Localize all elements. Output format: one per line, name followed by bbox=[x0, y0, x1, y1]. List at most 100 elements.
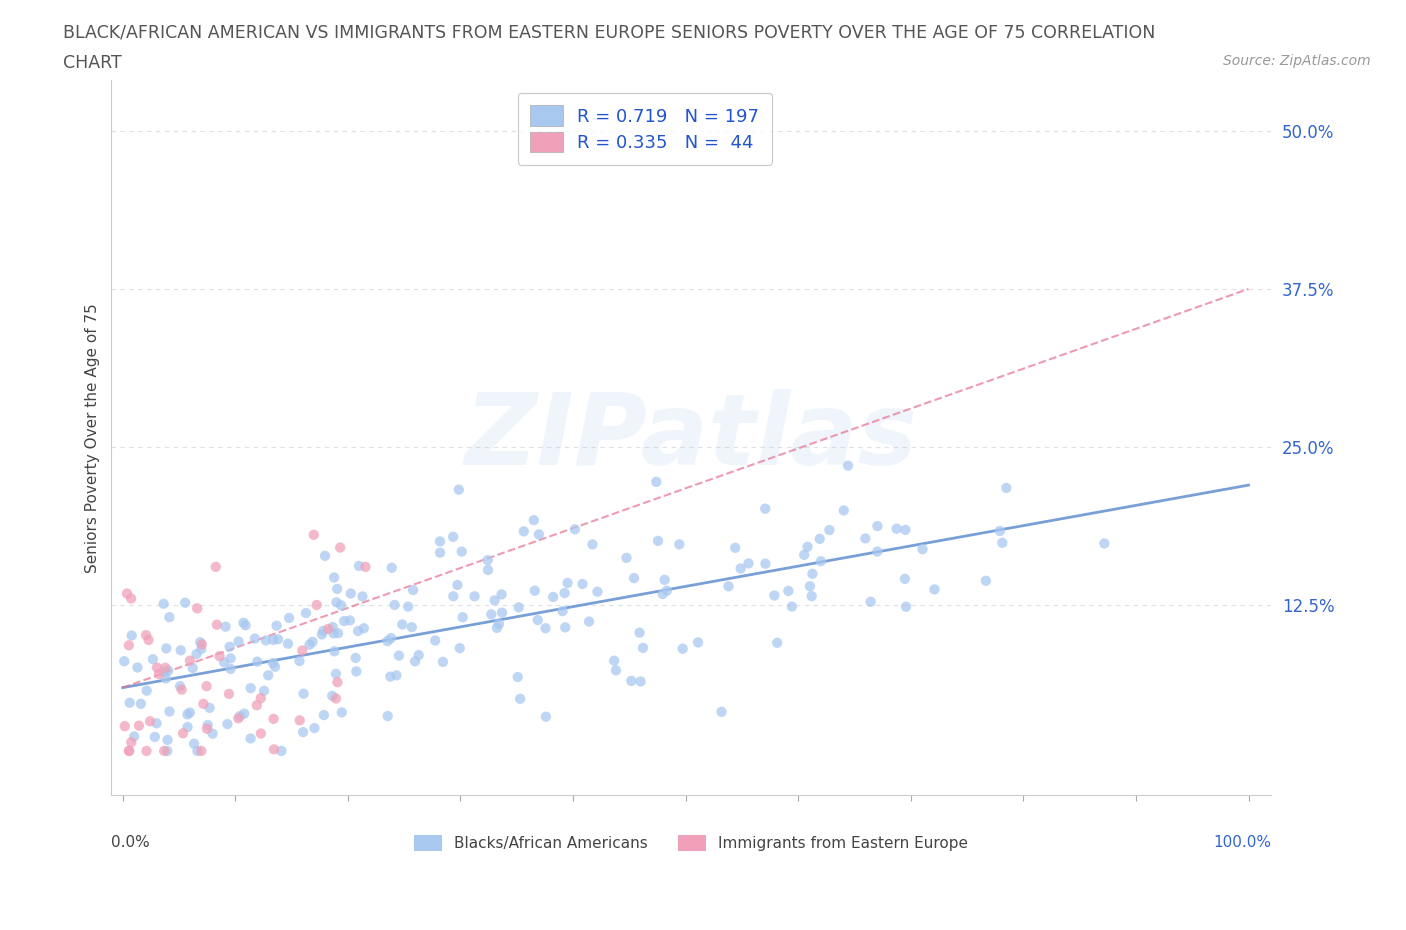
Point bbox=[214, 619, 236, 634]
Point bbox=[894, 571, 917, 586]
Point bbox=[250, 726, 273, 741]
Point bbox=[174, 595, 197, 610]
Point bbox=[322, 619, 344, 634]
Point bbox=[347, 559, 370, 574]
Point bbox=[129, 697, 152, 711]
Point bbox=[186, 646, 208, 661]
Point bbox=[894, 599, 917, 614]
Point bbox=[254, 633, 277, 648]
Text: Source: ZipAtlas.com: Source: ZipAtlas.com bbox=[1223, 54, 1371, 68]
Point bbox=[523, 512, 546, 527]
Point bbox=[464, 589, 486, 604]
Point bbox=[446, 578, 468, 592]
Point bbox=[172, 726, 194, 741]
Point bbox=[128, 718, 150, 733]
Point bbox=[179, 653, 201, 668]
Point bbox=[170, 683, 193, 698]
Point bbox=[388, 648, 411, 663]
Point bbox=[198, 700, 221, 715]
Point bbox=[239, 731, 262, 746]
Point bbox=[818, 523, 841, 538]
Point bbox=[799, 578, 821, 593]
Point bbox=[277, 636, 299, 651]
Point bbox=[229, 709, 252, 724]
Point bbox=[441, 589, 464, 604]
Point bbox=[654, 572, 676, 587]
Point bbox=[120, 591, 142, 606]
Point bbox=[156, 743, 179, 758]
Point bbox=[381, 560, 404, 575]
Text: 0.0%: 0.0% bbox=[111, 834, 150, 850]
Point bbox=[118, 696, 141, 711]
Point bbox=[292, 686, 315, 701]
Point bbox=[647, 534, 669, 549]
Point bbox=[571, 577, 593, 591]
Point bbox=[186, 743, 208, 758]
Point bbox=[380, 631, 402, 645]
Point bbox=[304, 721, 326, 736]
Point bbox=[672, 642, 695, 657]
Point bbox=[176, 720, 198, 735]
Point bbox=[301, 634, 323, 649]
Point bbox=[190, 642, 212, 657]
Point bbox=[208, 649, 231, 664]
Point bbox=[266, 618, 288, 633]
Point bbox=[257, 668, 280, 683]
Point bbox=[347, 624, 370, 639]
Point bbox=[605, 663, 627, 678]
Text: BLACK/AFRICAN AMERICAN VS IMMIGRANTS FROM EASTERN EUROPE SENIORS POVERTY OVER TH: BLACK/AFRICAN AMERICAN VS IMMIGRANTS FRO… bbox=[63, 23, 1156, 41]
Point bbox=[506, 670, 529, 684]
Point bbox=[139, 714, 162, 729]
Text: 100.0%: 100.0% bbox=[1213, 834, 1271, 850]
Point bbox=[508, 600, 530, 615]
Point bbox=[190, 743, 212, 758]
Point bbox=[155, 671, 177, 686]
Point bbox=[450, 544, 472, 559]
Point bbox=[623, 571, 645, 586]
Point bbox=[183, 737, 205, 751]
Point bbox=[239, 681, 262, 696]
Point bbox=[541, 590, 564, 604]
Point bbox=[157, 663, 180, 678]
Point bbox=[488, 617, 510, 631]
Point bbox=[340, 586, 363, 601]
Point bbox=[186, 601, 208, 616]
Point bbox=[628, 625, 651, 640]
Point bbox=[380, 670, 402, 684]
Point bbox=[228, 634, 250, 649]
Point bbox=[325, 595, 347, 610]
Point bbox=[404, 654, 426, 669]
Point bbox=[396, 599, 419, 614]
Point bbox=[159, 704, 181, 719]
Point bbox=[526, 613, 548, 628]
Point bbox=[554, 586, 576, 601]
Point bbox=[402, 582, 425, 597]
Point bbox=[344, 664, 367, 679]
Point bbox=[217, 717, 239, 732]
Point bbox=[114, 719, 136, 734]
Text: CHART: CHART bbox=[63, 54, 122, 72]
Point bbox=[527, 527, 550, 542]
Point bbox=[479, 607, 502, 622]
Point bbox=[429, 534, 451, 549]
Point bbox=[995, 481, 1018, 496]
Point bbox=[534, 710, 557, 724]
Point bbox=[169, 643, 191, 658]
Point bbox=[391, 617, 413, 631]
Point bbox=[288, 654, 311, 669]
Point bbox=[616, 551, 638, 565]
Point bbox=[655, 583, 678, 598]
Point bbox=[326, 626, 349, 641]
Point bbox=[233, 706, 256, 721]
Point bbox=[866, 519, 889, 534]
Point bbox=[620, 673, 643, 688]
Point bbox=[295, 605, 318, 620]
Point bbox=[142, 652, 165, 667]
Point bbox=[554, 620, 576, 635]
Point bbox=[988, 524, 1011, 538]
Point bbox=[630, 674, 652, 689]
Point bbox=[668, 537, 690, 551]
Point bbox=[292, 724, 315, 739]
Point bbox=[837, 458, 859, 473]
Point bbox=[298, 637, 321, 652]
